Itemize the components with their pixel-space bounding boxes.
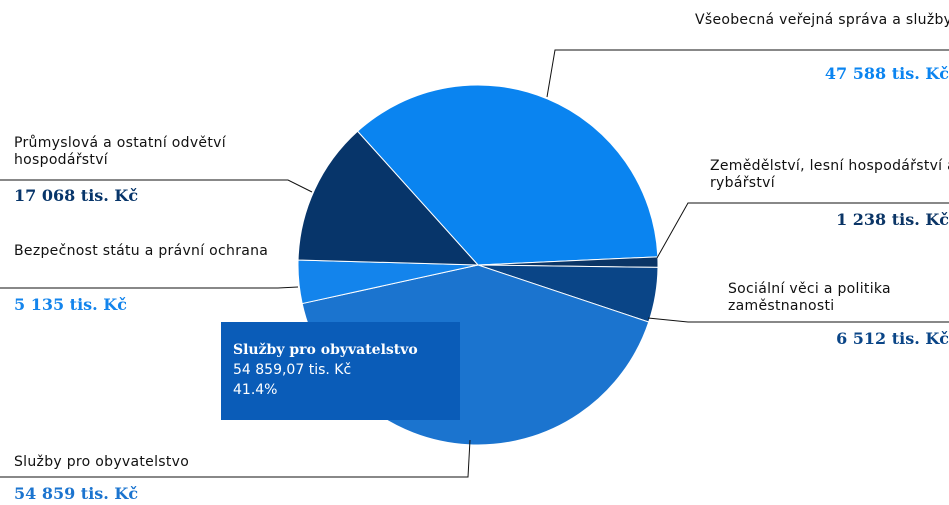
slice-label: Bezpečnost státu a právní ochrana <box>14 243 269 259</box>
tooltip: Služby pro obyvatelstvo 54 859,07 tis. K… <box>221 322 460 420</box>
slice-label: Služby pro obyvatelstvo <box>14 454 190 470</box>
value-label: 5 135 tis. Kč <box>14 295 127 314</box>
leader-line <box>0 179 313 193</box>
leader-line <box>0 286 299 289</box>
leader-line <box>656 202 949 259</box>
value-label: 47 588 tis. Kč <box>824 64 949 83</box>
slice-label: Sociální věci a politika zaměstnanosti <box>728 281 891 314</box>
tooltip-title: Služby pro obyvatelstvo <box>233 342 418 358</box>
leader-line <box>546 49 949 98</box>
value-label: 54 859 tis. Kč <box>14 484 139 503</box>
slice-label: Zemědělství, lesní hospodářství a rybářs… <box>710 158 949 191</box>
leader-line <box>647 317 949 323</box>
tooltip-value: 54 859,07 tis. Kč <box>233 362 352 378</box>
value-label: 1 238 tis. Kč <box>836 210 949 229</box>
pie-slice <box>297 130 480 266</box>
pie-slice <box>356 84 659 266</box>
slice-label: Všeobecná veřejná správa a služby <box>695 12 949 28</box>
value-label: 17 068 tis. Kč <box>14 186 139 205</box>
value-label: 6 512 tis. Kč <box>836 329 949 348</box>
leader-line <box>0 439 471 478</box>
slice-label: Průmyslová a ostatní odvětví hospodářstv… <box>14 135 226 168</box>
tooltip-percent: 41.4% <box>233 382 278 398</box>
